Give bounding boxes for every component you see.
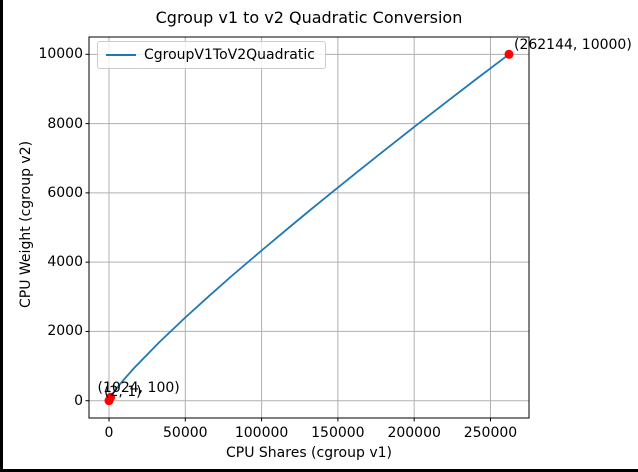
y-tick-label: 0 [74,392,83,409]
axes-frame [88,36,530,419]
y-tick-label: 10000 [38,46,83,63]
data-point-marker [106,392,116,402]
x-tick-label: 0 [104,425,114,441]
x-axis-label: CPU Shares (cgroup v1) [226,445,392,461]
y-tick-label: 2000 [47,323,83,340]
chart-title: Cgroup v1 to v2 Quadratic Conversion [155,8,463,27]
legend-line-sample [106,54,136,56]
x-tick-label: 200000 [387,425,441,441]
legend-label: CgroupV1ToV2Quadratic [144,47,315,63]
point-annotation: (2, 1) [104,383,142,400]
point-annotation: (262144, 10000) [514,37,632,54]
y-tick-label: 6000 [47,184,83,201]
x-tick-label: 150000 [311,425,365,441]
x-tick-label: 250000 [463,425,518,441]
figure-canvas: Cgroup v1 to v2 Quadratic Conversion 0 50… [3,0,638,469]
data-point-marker [504,49,514,59]
y-tick-label: 8000 [47,115,83,132]
x-tick-label: 50000 [163,425,208,441]
series-line [108,53,510,402]
plot-area [85,36,530,422]
legend: CgroupV1ToV2Quadratic [97,41,326,69]
point-annotation: (1024, 100) [97,380,180,397]
x-tick-label: 100000 [234,425,289,441]
y-tick-label: 4000 [47,254,83,271]
y-axis-label: CPU Weight (cgroup v2) [18,140,34,308]
